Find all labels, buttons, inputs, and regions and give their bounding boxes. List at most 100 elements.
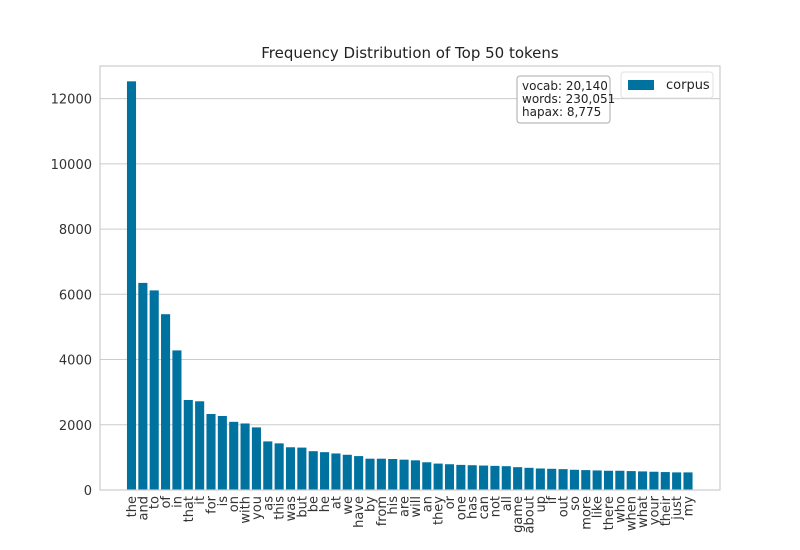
x-tick-label: to [148,496,163,509]
bar-when [626,471,636,490]
bar-an [422,462,432,490]
bar-as [263,441,273,490]
x-tick-label: have [352,496,367,528]
bar-who [615,470,625,490]
bar-have [354,456,364,490]
bar-his [388,459,398,490]
x-tick-label: has [466,496,481,519]
bar-at [331,453,341,490]
bar-about [524,467,534,490]
bar-from [376,458,386,490]
x-tick-label: he [318,496,333,512]
legend-label-corpus: corpus [666,78,710,93]
bar-or [444,464,455,490]
bar-to [149,290,159,490]
x-tick-label: there [602,496,617,530]
stats-line: vocab: 20,140 [522,79,608,93]
bar-up [535,468,545,490]
bar-so [569,469,579,490]
x-tick-label: at [329,496,344,509]
x-tick-label: can [477,496,492,519]
x-tick-label: they [432,496,447,525]
bar-layer [126,81,693,491]
x-tick-label: as [261,496,276,511]
x-tick-label: the [125,496,140,517]
y-tick-label: 6000 [59,288,92,303]
x-tick-label: their [659,495,674,526]
bar-if [547,468,557,490]
stats-box [516,75,611,124]
bar-by [365,458,375,490]
x-tick-label: an [420,496,435,512]
x-tick-label: be [307,496,322,512]
x-tick-label: who [613,496,628,523]
bar-like [592,470,602,490]
x-tick-label: his [386,496,401,515]
x-tick-label: is [216,496,231,507]
x-tick-label: game [511,496,526,533]
stats-line: words: 230,051 [522,92,615,106]
bar-can [479,465,489,490]
x-tick-label: your [647,495,662,525]
bar-more [581,470,591,490]
bar-was [285,447,296,490]
bar-in [172,350,182,490]
x-tick-label: what [636,496,651,528]
x-tick-label: in [170,496,185,508]
bar-be [308,451,318,490]
bar-one [456,464,466,490]
bar-game [513,467,523,490]
plot-frame [99,65,721,491]
x-tick-label: when [625,496,640,531]
x-tick-label: you [250,496,265,520]
bar-their [660,472,670,490]
x-tick-label: it [193,496,208,505]
y-tick-label: 10000 [51,158,92,173]
x-tick-label: will [409,496,424,517]
x-tick-label: if [545,496,560,505]
bar-the [126,81,137,491]
x-tick-label: are [398,496,413,517]
x-tick-label: with [239,496,254,524]
bar-we [342,454,352,490]
bar-for [206,414,216,490]
bar-all [501,466,511,490]
x-tick-label: on [227,496,242,512]
x-tick-label: by [364,496,379,512]
x-tick-label: this [273,496,288,520]
bar-and [138,282,148,490]
x-tick-label: and [136,496,151,520]
bar-your [649,471,659,490]
bar-are [399,459,409,490]
y-tick-label: 8000 [59,223,92,238]
bar-will [410,460,420,490]
bar-out [558,469,568,490]
bar-just [672,472,682,490]
bar-not [490,465,500,490]
y-tick-label: 0 [84,484,92,499]
x-tick-label: was [284,496,299,522]
bar-this [274,443,284,490]
bar-you [251,427,261,490]
x-tick-label: like [591,496,606,518]
plot-area [100,66,720,490]
bar-my [683,472,693,490]
x-tick-label: out [557,496,572,517]
x-tick-label: that [182,496,197,522]
bar-what [638,471,648,490]
x-tick-label: more [579,496,594,530]
y-tick-label: 2000 [59,419,92,434]
bar-on [229,421,239,490]
bar-that [183,399,193,490]
bar-there [603,470,614,490]
x-tick-label: not [488,496,503,517]
bar-it [195,401,205,490]
y-tick-label: 4000 [59,354,92,369]
x-tick-label: my [682,496,697,517]
x-tick-label: one [454,496,469,520]
x-tick-label: so [568,496,583,511]
bar-they [433,463,443,490]
legend-box [620,71,714,99]
